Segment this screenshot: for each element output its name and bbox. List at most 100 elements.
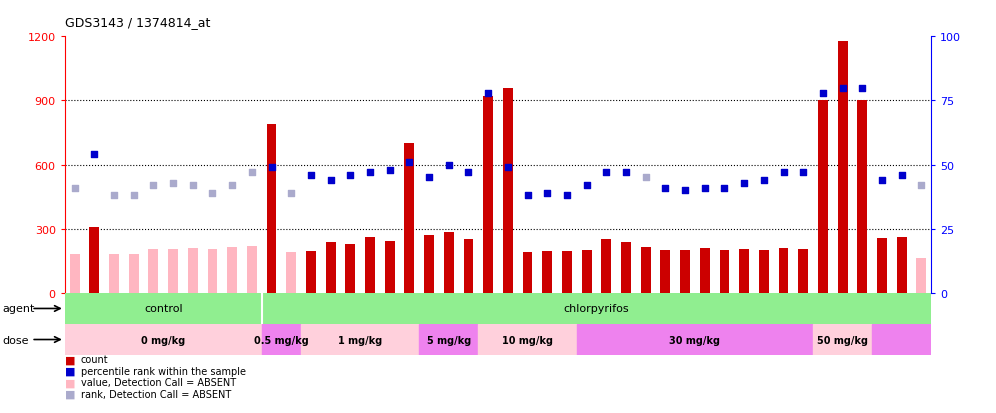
Text: 5 mg/kg: 5 mg/kg (426, 335, 471, 345)
Point (283, 190, 299, 197)
Text: control: control (143, 304, 182, 314)
Point (165, 180, 181, 186)
Bar (582, 251, 592, 293)
Point (224, 183, 240, 189)
Point (657, 185, 673, 192)
Text: 10 mg/kg: 10 mg/kg (502, 335, 553, 345)
Bar (622, 242, 630, 293)
Text: dose: dose (2, 335, 29, 345)
Text: ■: ■ (65, 366, 76, 376)
Bar (779, 248, 789, 293)
Point (323, 177, 339, 184)
Bar (916, 258, 926, 293)
Bar (503, 88, 513, 293)
Point (539, 190, 555, 197)
Bar (301, 324, 419, 355)
Point (441, 162, 457, 169)
Bar (872, 324, 931, 355)
Text: ■: ■ (65, 354, 76, 364)
Bar (65, 293, 262, 324)
Bar (148, 249, 158, 293)
Bar (542, 252, 552, 293)
Bar (70, 255, 80, 293)
Text: ■: ■ (65, 389, 76, 399)
Point (106, 192, 122, 199)
Point (460, 170, 476, 176)
Text: 0 mg/kg: 0 mg/kg (141, 335, 185, 345)
Bar (207, 249, 217, 293)
Point (500, 164, 516, 171)
Point (67, 185, 83, 192)
Point (381, 167, 397, 173)
Bar (326, 242, 336, 293)
Point (480, 90, 496, 97)
Point (421, 175, 437, 181)
Point (343, 172, 359, 179)
Point (637, 175, 653, 181)
Bar (799, 249, 808, 293)
Text: value, Detection Call = ABSENT: value, Detection Call = ABSENT (81, 377, 236, 387)
Text: 30 mg/kg: 30 mg/kg (669, 335, 720, 345)
Bar (286, 253, 296, 293)
Bar (65, 324, 262, 355)
Text: 0.5 mg/kg: 0.5 mg/kg (254, 335, 309, 345)
Text: 1 mg/kg: 1 mg/kg (338, 335, 382, 345)
Text: ■: ■ (65, 377, 76, 387)
Bar (680, 251, 690, 293)
Point (401, 159, 417, 166)
Bar (419, 324, 478, 355)
Bar (759, 251, 769, 293)
Bar (660, 251, 670, 293)
Point (559, 192, 575, 199)
Bar (128, 255, 138, 293)
Bar (463, 240, 473, 293)
Bar (444, 233, 454, 293)
Bar (700, 248, 710, 293)
Point (244, 170, 260, 176)
Bar (267, 125, 277, 293)
Point (697, 185, 713, 192)
Point (874, 177, 890, 184)
Point (855, 85, 871, 92)
Bar (90, 227, 100, 293)
Bar (188, 248, 197, 293)
Bar (896, 238, 906, 293)
Point (204, 190, 220, 197)
Text: percentile rank within the sample: percentile rank within the sample (81, 366, 246, 376)
Bar (838, 41, 848, 293)
Text: 50 mg/kg: 50 mg/kg (817, 335, 869, 345)
Bar (384, 241, 394, 293)
Point (125, 192, 141, 199)
Point (835, 85, 851, 92)
Bar (262, 293, 931, 324)
Bar (562, 252, 572, 293)
Bar (424, 235, 434, 293)
Bar (602, 240, 612, 293)
Bar (478, 324, 577, 355)
Point (756, 177, 772, 184)
Bar (227, 247, 237, 293)
Point (913, 183, 929, 189)
Bar (523, 253, 533, 293)
Bar (306, 252, 316, 293)
Bar (877, 239, 887, 293)
Bar (366, 238, 374, 293)
Bar (404, 144, 414, 293)
Point (716, 185, 732, 192)
Point (520, 192, 536, 199)
Point (145, 183, 161, 189)
Bar (813, 324, 872, 355)
Bar (247, 246, 257, 293)
Point (579, 183, 595, 189)
Point (776, 170, 792, 176)
Point (599, 170, 615, 176)
Point (264, 164, 280, 171)
Text: chlorpyrifos: chlorpyrifos (564, 304, 629, 314)
Bar (719, 251, 729, 293)
Text: count: count (81, 354, 109, 364)
Point (303, 172, 319, 179)
Point (87, 152, 103, 158)
Text: GDS3143 / 1374814_at: GDS3143 / 1374814_at (65, 16, 210, 29)
Point (893, 172, 909, 179)
Bar (483, 97, 493, 293)
